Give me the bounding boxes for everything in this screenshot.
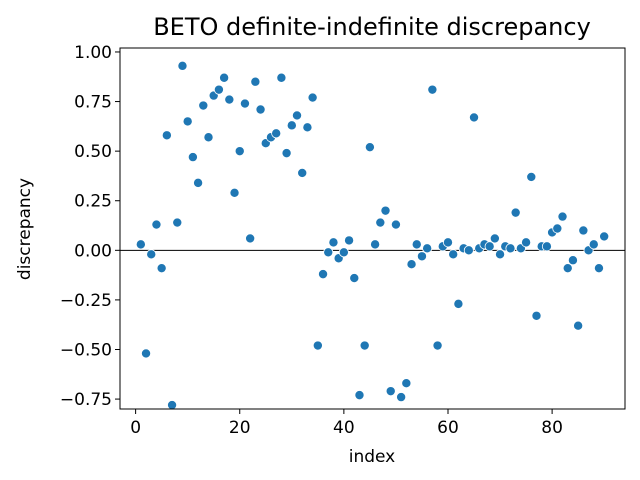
- data-point: [224, 94, 235, 105]
- data-point: [239, 98, 250, 109]
- data-point: [422, 243, 433, 254]
- data-point: [281, 148, 292, 159]
- data-point: [562, 263, 573, 274]
- y-tick-label: 0.75: [74, 93, 112, 113]
- y-tick-label: 0.00: [74, 241, 112, 261]
- data-point: [567, 255, 578, 266]
- data-point: [297, 167, 308, 178]
- data-point: [375, 217, 386, 228]
- data-point: [557, 211, 568, 222]
- data-point: [318, 269, 329, 280]
- data-point: [453, 298, 464, 309]
- data-point: [135, 239, 146, 250]
- data-point: [338, 247, 349, 258]
- data-point: [411, 239, 422, 250]
- data-point: [552, 223, 563, 234]
- data-point: [521, 237, 532, 248]
- data-point: [406, 259, 417, 270]
- data-point: [463, 245, 474, 256]
- data-point: [193, 177, 204, 188]
- data-point: [588, 239, 599, 250]
- data-point: [593, 263, 604, 274]
- data-point: [328, 237, 339, 248]
- data-point: [370, 239, 381, 250]
- data-point: [219, 72, 230, 83]
- data-point: [505, 243, 516, 254]
- data-point: [177, 60, 188, 71]
- data-point: [276, 72, 287, 83]
- x-tick-label: 80: [541, 418, 563, 438]
- data-point: [359, 340, 370, 351]
- data-point: [198, 100, 209, 111]
- data-point: [151, 219, 162, 230]
- data-point: [187, 152, 198, 163]
- data-point: [541, 241, 552, 252]
- data-point: [390, 219, 401, 230]
- data-point: [245, 233, 256, 244]
- data-point: [416, 251, 427, 262]
- y-tick-label: −0.75: [60, 390, 112, 410]
- data-point: [526, 171, 537, 182]
- axes-frame: [119, 47, 626, 410]
- data-point: [203, 132, 214, 143]
- data-point: [161, 130, 172, 141]
- data-point: [323, 247, 334, 258]
- x-tick-label: 0: [130, 418, 141, 438]
- x-tick-label: 20: [229, 418, 251, 438]
- data-point: [510, 207, 521, 218]
- data-point: [344, 235, 355, 246]
- data-point: [234, 146, 245, 157]
- data-point: [156, 263, 167, 274]
- y-tick-label: −0.25: [60, 291, 112, 311]
- data-point: [292, 110, 303, 121]
- y-tick-label: 0.50: [74, 142, 112, 162]
- data-point: [396, 392, 407, 403]
- data-point: [271, 128, 282, 139]
- data-point: [385, 386, 396, 397]
- x-tick-label: 60: [437, 418, 459, 438]
- x-axis-label: index: [349, 447, 396, 467]
- data-point: [255, 104, 266, 115]
- data-point: [213, 84, 224, 95]
- y-tick-label: 1.00: [74, 43, 112, 63]
- data-point: [573, 320, 584, 331]
- chart-title: BETO definite-indefinite discrepancy: [153, 13, 591, 41]
- data-point: [489, 233, 500, 244]
- data-point: [182, 116, 193, 127]
- data-point: [349, 273, 360, 284]
- y-tick-label: −0.50: [60, 340, 112, 360]
- data-point: [401, 378, 412, 389]
- data-point: [172, 217, 183, 228]
- data-point: [307, 92, 318, 103]
- data-point: [250, 76, 261, 87]
- data-point: [442, 237, 453, 248]
- data-point: [495, 249, 506, 260]
- data-point: [427, 84, 438, 95]
- data-point: [146, 249, 157, 260]
- data-point: [354, 390, 365, 401]
- data-point: [229, 187, 240, 198]
- data-point: [578, 225, 589, 236]
- y-tick-label: 0.25: [74, 192, 112, 212]
- data-point: [141, 348, 152, 359]
- data-point: [599, 231, 610, 242]
- data-point: [484, 241, 495, 252]
- data-point: [469, 112, 480, 123]
- data-point: [448, 249, 459, 260]
- x-tick-label: 40: [333, 418, 355, 438]
- data-point: [286, 120, 297, 131]
- data-point: [167, 400, 178, 411]
- data-point: [302, 122, 313, 133]
- data-point: [312, 340, 323, 351]
- y-axis-label: discrepancy: [15, 178, 35, 280]
- data-point: [380, 205, 391, 216]
- data-point: [531, 310, 542, 321]
- plot-area: 0 20 40 60 80 −0.75 −0.50 −0.25 0.00 0.25 0.50 0.75…: [60, 43, 626, 438]
- data-point: [364, 142, 375, 153]
- data-point: [432, 340, 443, 351]
